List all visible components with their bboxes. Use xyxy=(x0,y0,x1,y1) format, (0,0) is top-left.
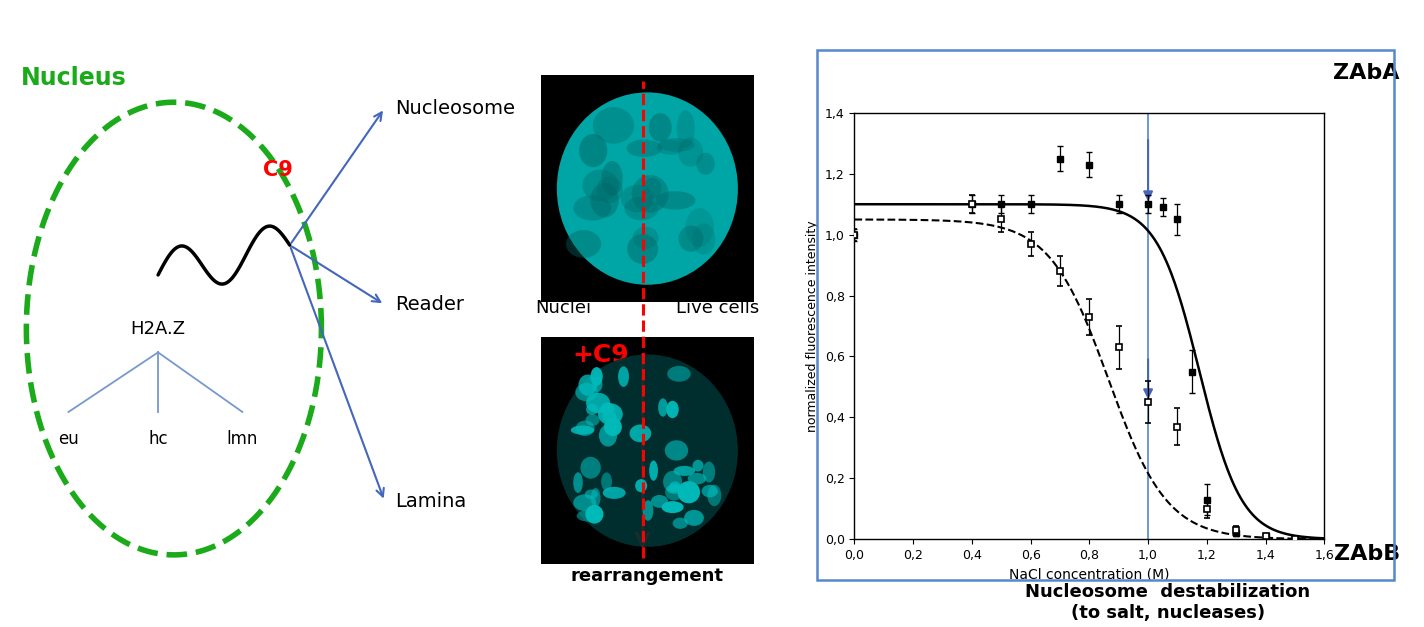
Ellipse shape xyxy=(658,398,668,417)
Ellipse shape xyxy=(664,471,682,493)
Ellipse shape xyxy=(571,426,594,435)
Text: Nuclei: Nuclei xyxy=(535,298,591,317)
Ellipse shape xyxy=(591,183,619,218)
Ellipse shape xyxy=(585,414,600,426)
Ellipse shape xyxy=(662,501,684,513)
X-axis label: NaCl concentration (M): NaCl concentration (M) xyxy=(1010,567,1169,581)
Ellipse shape xyxy=(627,234,658,264)
Ellipse shape xyxy=(577,510,601,522)
Text: ZAbB: ZAbB xyxy=(1333,544,1400,564)
Ellipse shape xyxy=(678,481,701,503)
Ellipse shape xyxy=(578,374,597,396)
Text: +C9: +C9 xyxy=(572,344,628,367)
Ellipse shape xyxy=(602,487,625,499)
Ellipse shape xyxy=(591,367,602,386)
Ellipse shape xyxy=(684,510,703,526)
Ellipse shape xyxy=(575,383,598,401)
Ellipse shape xyxy=(557,354,738,547)
Ellipse shape xyxy=(676,110,695,147)
Text: hc: hc xyxy=(148,430,168,448)
Ellipse shape xyxy=(580,134,607,167)
Ellipse shape xyxy=(629,424,651,442)
Ellipse shape xyxy=(668,366,691,382)
Ellipse shape xyxy=(692,460,703,472)
Ellipse shape xyxy=(665,484,684,500)
Text: H2A.Z: H2A.Z xyxy=(131,320,185,337)
Text: Nucleus: Nucleus xyxy=(21,66,127,90)
Ellipse shape xyxy=(604,418,622,436)
Text: eu: eu xyxy=(58,430,78,448)
Ellipse shape xyxy=(708,485,722,506)
Ellipse shape xyxy=(598,403,622,425)
Text: Chromatin
rearrangement: Chromatin rearrangement xyxy=(571,546,723,584)
Ellipse shape xyxy=(587,404,598,415)
Ellipse shape xyxy=(666,401,679,418)
Ellipse shape xyxy=(672,518,688,529)
Ellipse shape xyxy=(600,424,617,446)
Ellipse shape xyxy=(678,226,703,252)
Ellipse shape xyxy=(702,485,718,497)
Ellipse shape xyxy=(649,113,672,142)
Ellipse shape xyxy=(602,411,617,423)
Ellipse shape xyxy=(642,178,662,199)
Ellipse shape xyxy=(601,472,612,491)
Ellipse shape xyxy=(632,227,658,249)
Ellipse shape xyxy=(649,460,658,481)
Ellipse shape xyxy=(601,161,622,196)
Ellipse shape xyxy=(587,508,600,520)
Ellipse shape xyxy=(597,177,622,203)
Ellipse shape xyxy=(565,230,601,258)
Text: Lamina: Lamina xyxy=(394,492,467,511)
Text: lmn: lmn xyxy=(226,430,258,448)
Ellipse shape xyxy=(627,139,662,157)
Text: Reader: Reader xyxy=(394,295,464,314)
Ellipse shape xyxy=(666,485,682,494)
Ellipse shape xyxy=(592,107,634,144)
Ellipse shape xyxy=(575,421,595,436)
Ellipse shape xyxy=(632,175,669,213)
FancyBboxPatch shape xyxy=(541,337,753,564)
Ellipse shape xyxy=(557,92,738,285)
Ellipse shape xyxy=(665,440,688,461)
Text: Nucleosome: Nucleosome xyxy=(394,98,515,118)
Ellipse shape xyxy=(678,137,703,167)
Ellipse shape xyxy=(655,191,695,209)
Ellipse shape xyxy=(635,479,646,492)
Ellipse shape xyxy=(651,495,668,508)
Ellipse shape xyxy=(591,488,601,507)
Y-axis label: normalized fluorescence intensity: normalized fluorescence intensity xyxy=(806,220,819,432)
Ellipse shape xyxy=(621,185,654,213)
Ellipse shape xyxy=(642,500,654,521)
Ellipse shape xyxy=(592,377,602,392)
Ellipse shape xyxy=(669,482,681,492)
Ellipse shape xyxy=(685,208,713,247)
FancyBboxPatch shape xyxy=(541,75,753,302)
Ellipse shape xyxy=(574,196,611,221)
Ellipse shape xyxy=(688,473,706,485)
Ellipse shape xyxy=(692,223,715,255)
Ellipse shape xyxy=(696,153,715,175)
Ellipse shape xyxy=(574,472,582,493)
Ellipse shape xyxy=(674,466,695,476)
Ellipse shape xyxy=(656,140,684,155)
Ellipse shape xyxy=(582,169,618,201)
Ellipse shape xyxy=(585,505,604,524)
Ellipse shape xyxy=(624,197,658,220)
Text: C9: C9 xyxy=(263,160,293,179)
Ellipse shape xyxy=(585,490,598,499)
Ellipse shape xyxy=(574,494,597,511)
Ellipse shape xyxy=(618,366,629,387)
Ellipse shape xyxy=(581,457,601,478)
Ellipse shape xyxy=(658,138,695,152)
Text: ZAbA: ZAbA xyxy=(1333,63,1400,83)
Text: Nucleosome  destabilization
(to salt, nucleases): Nucleosome destabilization (to salt, nuc… xyxy=(1025,583,1310,622)
Ellipse shape xyxy=(601,403,614,415)
Ellipse shape xyxy=(703,461,715,483)
Text: Live cells: Live cells xyxy=(675,298,759,317)
Ellipse shape xyxy=(587,393,609,413)
